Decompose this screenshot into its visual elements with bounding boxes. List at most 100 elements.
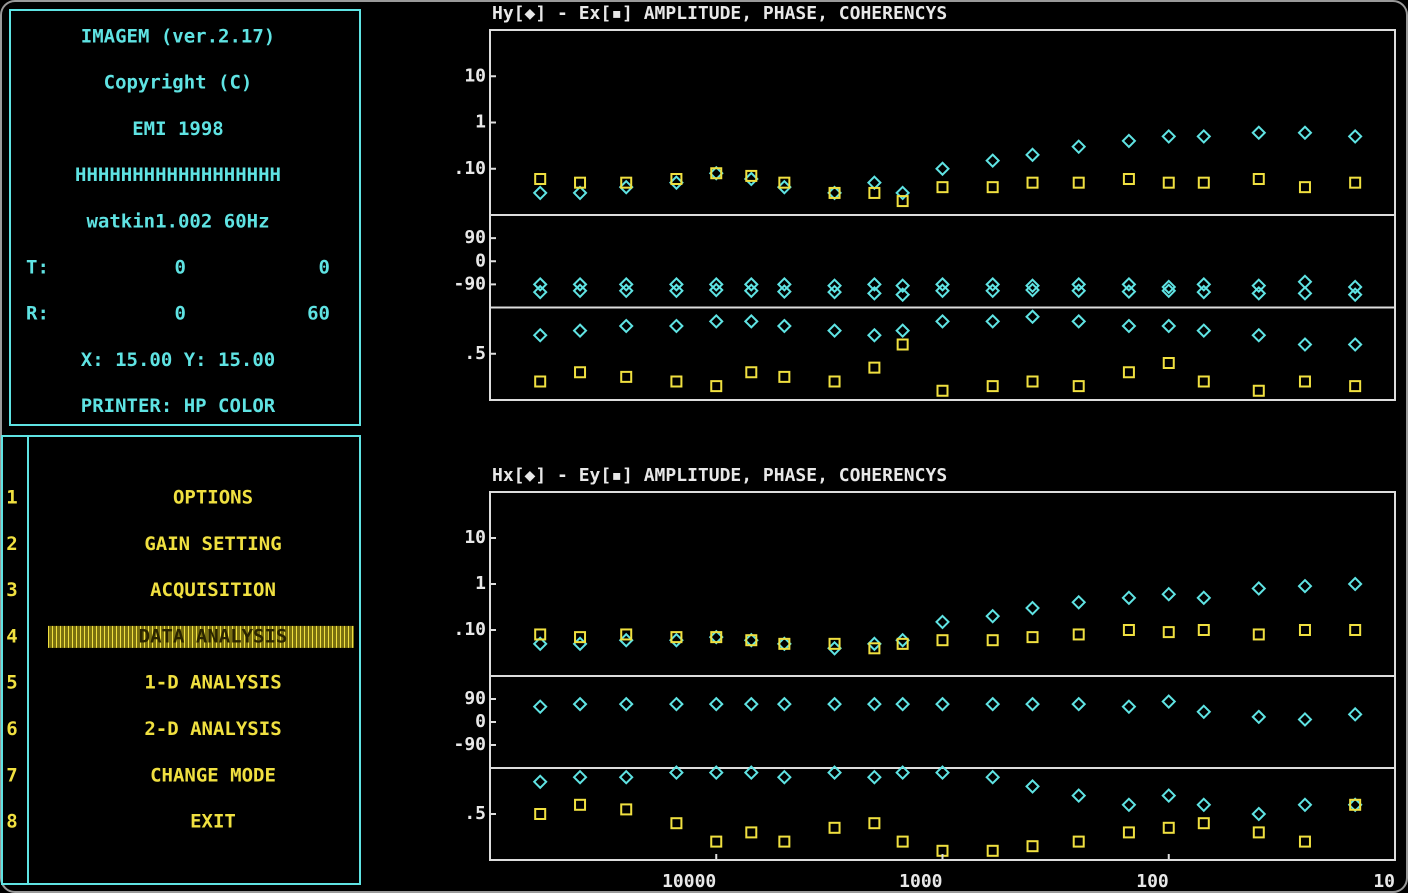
square-point <box>710 380 723 393</box>
square-point <box>778 176 791 189</box>
square-point <box>745 634 758 647</box>
diamond-point <box>708 765 724 781</box>
diamond-point <box>1297 285 1313 301</box>
square-point <box>710 631 723 644</box>
diamond-point <box>743 276 759 292</box>
menu-item[interactable]: 1-D ANALYSIS <box>144 672 281 694</box>
diamond-point <box>866 636 882 652</box>
menu-item[interactable]: GAIN SETTING <box>144 533 281 555</box>
menu-box <box>1 435 361 885</box>
y-tick-label: -90 <box>453 734 486 755</box>
square-point <box>896 195 909 208</box>
menu-item[interactable]: 2-D ANALYSIS <box>144 718 281 740</box>
diamond-point <box>985 608 1001 624</box>
menu-item[interactable]: DATA ANALYSIS <box>139 625 288 647</box>
square-point <box>574 631 587 644</box>
square-point <box>1349 380 1362 393</box>
y-tick-label: 1 <box>475 112 486 133</box>
diamond-point <box>935 283 950 299</box>
square-point <box>896 835 909 848</box>
square-point <box>986 181 999 194</box>
diamond-point <box>572 696 588 712</box>
square-point <box>574 798 587 811</box>
diamond-point <box>827 323 842 339</box>
diamond-point <box>1025 282 1040 298</box>
diamond-point <box>1121 699 1137 715</box>
diamond-point <box>1071 696 1087 712</box>
y-tick-label: 10 <box>464 527 486 548</box>
square-point <box>986 380 999 393</box>
diamond-point <box>743 696 759 712</box>
diamond-point <box>1025 778 1040 794</box>
diamond-point <box>1347 576 1363 592</box>
info-value: 60 <box>307 303 330 325</box>
diamond-point <box>1071 788 1087 804</box>
info-label: R: <box>26 303 49 325</box>
diamond-point <box>1071 313 1087 329</box>
x-tick-label: 10 <box>1373 871 1395 892</box>
diamond-point <box>1161 129 1177 144</box>
square-point <box>574 366 587 379</box>
diamond-point <box>1161 586 1177 602</box>
menu-key: 5 <box>6 672 17 694</box>
menu-item[interactable]: ACQUISITION <box>150 579 276 601</box>
chart-title: Hx[◆] - Ey[▪] AMPLITUDE, PHASE, COHERENC… <box>492 465 947 486</box>
diamond-point <box>1196 323 1212 339</box>
diamond-point <box>935 276 950 292</box>
square-point <box>868 361 881 374</box>
diamond-point <box>1025 696 1040 712</box>
info-value: 0 <box>175 257 186 279</box>
info-value: 0 <box>319 257 330 279</box>
x-tick-label: 10000 <box>662 871 716 892</box>
square-point <box>936 181 949 194</box>
diamond-point <box>618 696 634 712</box>
menu-key: 2 <box>6 533 17 555</box>
square-point <box>1072 380 1085 393</box>
diamond-point <box>1251 327 1267 343</box>
diamond-point <box>895 278 911 294</box>
diamond-point <box>532 276 548 292</box>
diamond-point <box>618 318 634 334</box>
diamond-point <box>708 313 724 329</box>
diamond-point <box>668 318 684 334</box>
diamond-point <box>1121 133 1137 149</box>
diamond-point <box>1025 600 1040 616</box>
diamond-point <box>708 282 724 298</box>
y-tick-label: .5 <box>464 803 486 824</box>
info-line: EMI 1998 <box>132 118 224 140</box>
square-point <box>620 803 633 816</box>
diamond-point <box>827 278 842 294</box>
diamond-point <box>935 696 950 712</box>
square-point <box>1026 631 1039 644</box>
x-tick-label: 1000 <box>899 871 942 892</box>
diamond-point <box>1161 283 1177 299</box>
square-point <box>828 637 841 650</box>
diamond-point <box>1347 279 1363 295</box>
square-point <box>828 375 841 388</box>
diamond-point <box>866 276 882 292</box>
diamond-point <box>572 769 588 785</box>
square-point <box>1162 357 1175 369</box>
square-point <box>1197 176 1210 189</box>
diamond-point <box>743 313 759 329</box>
menu-item[interactable]: EXIT <box>190 811 236 833</box>
diamond-point <box>1251 709 1267 725</box>
diamond-point <box>1297 125 1313 141</box>
square-point <box>868 642 881 655</box>
diamond-point <box>1025 278 1040 294</box>
menu-item[interactable]: OPTIONS <box>173 487 253 509</box>
square-point <box>896 338 909 351</box>
square-point <box>745 826 758 839</box>
info-line: IMAGEM (ver.2.17) <box>81 26 275 48</box>
diamond-point <box>1196 276 1212 292</box>
square-point <box>534 375 547 388</box>
diamond-point <box>935 765 950 781</box>
diamond-point <box>572 276 588 292</box>
menu-item[interactable]: CHANGE MODE <box>150 764 276 786</box>
y-tick-label: 90 <box>464 227 486 248</box>
square-point <box>670 631 683 644</box>
y-tick-label: 0 <box>475 711 486 732</box>
square-point <box>1026 840 1039 853</box>
diamond-point <box>618 769 634 785</box>
square-point <box>1162 821 1175 834</box>
